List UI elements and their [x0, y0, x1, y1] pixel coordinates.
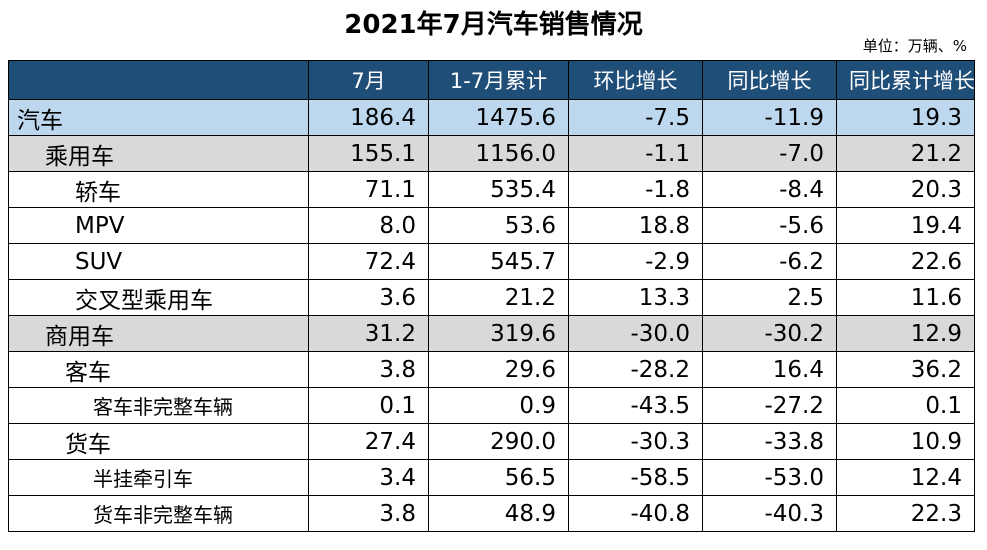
cell-ytd: 0.9 [428, 387, 569, 424]
cell-yoy: 2.5 [702, 279, 837, 316]
row-label: 汽车 [8, 99, 309, 136]
table-row-truck: 货车 27.4 290.0 -30.3 -33.8 10.9 [8, 423, 975, 460]
cell-mom: -30.0 [568, 315, 703, 352]
cell-ytd-yoy: 22.3 [836, 495, 975, 532]
cell-july: 3.4 [308, 459, 429, 496]
cell-ytd: 56.5 [428, 459, 569, 496]
cell-july: 3.8 [308, 495, 429, 532]
table-row-vehicles: 汽车 186.4 1475.6 -7.5 -11.9 19.3 [8, 99, 975, 136]
table-row-suv: SUV 72.4 545.7 -2.9 -6.2 22.6 [8, 243, 975, 280]
row-label: 商用车 [8, 315, 309, 352]
cell-mom: -28.2 [568, 351, 703, 388]
header-cell-ytd-yoy: 同比累计增长 [836, 60, 975, 100]
cell-yoy: -27.2 [702, 387, 837, 424]
table-row-mpv: MPV 8.0 53.6 18.8 -5.6 19.4 [8, 207, 975, 244]
cell-yoy: 16.4 [702, 351, 837, 388]
table-row-incomplete-truck: 货车非完整车辆 3.8 48.9 -40.8 -40.3 22.3 [8, 495, 975, 532]
cell-mom: -7.5 [568, 99, 703, 136]
cell-mom: -30.3 [568, 423, 703, 460]
cell-yoy: -33.8 [702, 423, 837, 460]
row-label: 客车非完整车辆 [8, 387, 309, 424]
table-row-semi-trailer-tractor: 半挂牵引车 3.4 56.5 -58.5 -53.0 12.4 [8, 459, 975, 496]
cell-ytd-yoy: 0.1 [836, 387, 975, 424]
cell-ytd: 21.2 [428, 279, 569, 316]
header-cell-july: 7月 [308, 60, 429, 100]
cell-july: 0.1 [308, 387, 429, 424]
cell-mom: -2.9 [568, 243, 703, 280]
cell-ytd: 290.0 [428, 423, 569, 460]
cell-ytd-yoy: 36.2 [836, 351, 975, 388]
table-row-passenger-vehicles: 乘用车 155.1 1156.0 -1.1 -7.0 21.2 [8, 135, 975, 172]
row-label: 货车非完整车辆 [8, 495, 309, 532]
cell-mom: 13.3 [568, 279, 703, 316]
cell-mom: -1.1 [568, 135, 703, 172]
cell-yoy: -7.0 [702, 135, 837, 172]
cell-ytd: 1156.0 [428, 135, 569, 172]
cell-yoy: -40.3 [702, 495, 837, 532]
sales-table: 7月 1-7月累计 环比增长 同比增长 同比累计增长 汽车 186.4 1475… [8, 60, 975, 532]
cell-july: 186.4 [308, 99, 429, 136]
cell-ytd: 53.6 [428, 207, 569, 244]
cell-ytd-yoy: 19.4 [836, 207, 975, 244]
cell-july: 72.4 [308, 243, 429, 280]
cell-mom: -43.5 [568, 387, 703, 424]
cell-mom: 18.8 [568, 207, 703, 244]
table-row-commercial-vehicles: 商用车 31.2 319.6 -30.0 -30.2 12.9 [8, 315, 975, 352]
header-cell-category [8, 60, 309, 100]
header-cell-yoy: 同比增长 [702, 60, 837, 100]
table-row-crossover: 交叉型乘用车 3.6 21.2 13.3 2.5 11.6 [8, 279, 975, 316]
row-label: 货车 [8, 423, 309, 460]
cell-ytd: 319.6 [428, 315, 569, 352]
cell-ytd: 29.6 [428, 351, 569, 388]
cell-yoy: -8.4 [702, 171, 837, 208]
row-label: MPV [8, 207, 309, 244]
cell-mom: -40.8 [568, 495, 703, 532]
cell-ytd-yoy: 12.9 [836, 315, 975, 352]
table-row-bus: 客车 3.8 29.6 -28.2 16.4 36.2 [8, 351, 975, 388]
cell-yoy: -30.2 [702, 315, 837, 352]
cell-mom: -58.5 [568, 459, 703, 496]
cell-july: 71.1 [308, 171, 429, 208]
cell-july: 155.1 [308, 135, 429, 172]
cell-yoy: -53.0 [702, 459, 837, 496]
cell-july: 31.2 [308, 315, 429, 352]
cell-july: 27.4 [308, 423, 429, 460]
cell-yoy: -5.6 [702, 207, 837, 244]
cell-ytd-yoy: 20.3 [836, 171, 975, 208]
header-cell-ytd: 1-7月累计 [428, 60, 569, 100]
cell-july: 8.0 [308, 207, 429, 244]
row-label: 交叉型乘用车 [8, 279, 309, 316]
cell-july: 3.8 [308, 351, 429, 388]
cell-ytd-yoy: 11.6 [836, 279, 975, 316]
cell-ytd-yoy: 21.2 [836, 135, 975, 172]
cell-yoy: -11.9 [702, 99, 837, 136]
cell-ytd: 545.7 [428, 243, 569, 280]
cell-ytd: 535.4 [428, 171, 569, 208]
table-row-incomplete-bus: 客车非完整车辆 0.1 0.9 -43.5 -27.2 0.1 [8, 387, 975, 424]
table-row-sedan: 轿车 71.1 535.4 -1.8 -8.4 20.3 [8, 171, 975, 208]
cell-ytd-yoy: 12.4 [836, 459, 975, 496]
header-cell-mom: 环比增长 [568, 60, 703, 100]
cell-ytd-yoy: 19.3 [836, 99, 975, 136]
page-title: 2021年7月汽车销售情况 [344, 10, 643, 40]
row-label: 半挂牵引车 [8, 459, 309, 496]
row-label: 客车 [8, 351, 309, 388]
cell-mom: -1.8 [568, 171, 703, 208]
row-label: SUV [8, 243, 309, 280]
cell-ytd: 1475.6 [428, 99, 569, 136]
row-label: 乘用车 [8, 135, 309, 172]
cell-july: 3.6 [308, 279, 429, 316]
cell-yoy: -6.2 [702, 243, 837, 280]
unit-note: 单位：万辆、% [862, 37, 967, 55]
cell-ytd-yoy: 22.6 [836, 243, 975, 280]
table-header-row: 7月 1-7月累计 环比增长 同比增长 同比累计增长 [8, 60, 975, 100]
cell-ytd-yoy: 10.9 [836, 423, 975, 460]
row-label: 轿车 [8, 171, 309, 208]
cell-ytd: 48.9 [428, 495, 569, 532]
